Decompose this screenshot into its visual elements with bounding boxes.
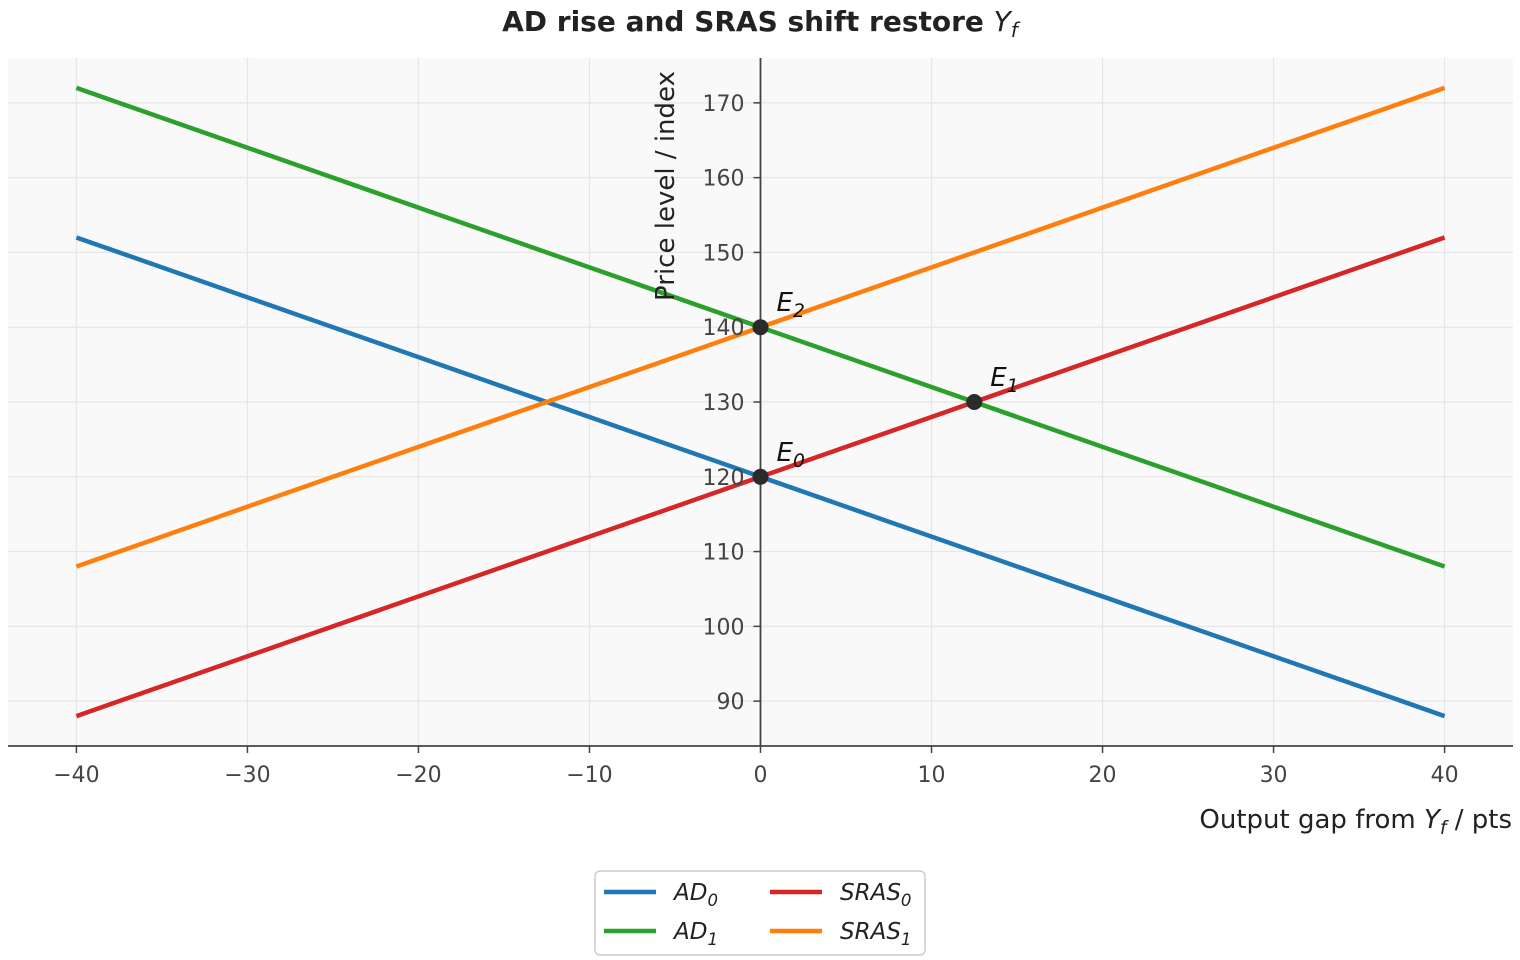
legend-box [594, 870, 926, 956]
y-tick-label: 140 [703, 316, 745, 341]
axes [8, 58, 1513, 753]
y-tick-label: 160 [703, 167, 745, 192]
y-tick-label: 130 [703, 391, 745, 416]
legend-label-ad1: AD1 [672, 919, 718, 949]
x-axis-title: Output gap from Yf / pts [1199, 805, 1512, 839]
y-tick-label: 120 [703, 466, 745, 491]
y-tick-label: 170 [703, 92, 745, 117]
x-tick-label: 40 [1431, 763, 1459, 788]
legend-label-ad0: AD0 [672, 880, 718, 910]
x-tick-label: −30 [224, 763, 270, 788]
tick-labels: −40 −30 −20 −10 0 10 20 30 40 90 100 110 120 130 140 15… [53, 92, 1458, 788]
equilibrium-point-e1 [966, 394, 983, 410]
x-tick-label: 0 [754, 763, 768, 788]
y-tick-label: 150 [703, 241, 745, 266]
legend: AD0 SRAS0 AD1 SRAS1 [594, 870, 926, 956]
chart-title: AD rise and SRAS shift restore Yf [502, 5, 1021, 42]
x-tick-label: −20 [395, 763, 441, 788]
x-tick-label: −40 [53, 763, 99, 788]
x-tick-label: 10 [918, 763, 946, 788]
y-tick-label: 100 [703, 615, 745, 640]
legend-label-sras0: SRAS0 [840, 880, 911, 910]
x-tick-label: 30 [1260, 763, 1288, 788]
equilibrium-points: E0 E1 E2 [752, 288, 1019, 485]
point-label-e0: E0 [777, 438, 805, 472]
x-tick-label: 20 [1089, 763, 1117, 788]
legend-label-sras1: SRAS1 [840, 919, 911, 949]
y-axis-title: Price level / index [651, 71, 681, 301]
y-tick-label: 90 [717, 690, 745, 715]
x-tick-label: −10 [566, 763, 612, 788]
equilibrium-point-e0 [752, 468, 769, 485]
point-label-e1: E1 [990, 363, 1018, 397]
y-tick-label: 110 [703, 541, 745, 566]
equilibrium-point-e2 [752, 319, 769, 336]
point-label-e2: E2 [777, 288, 805, 322]
